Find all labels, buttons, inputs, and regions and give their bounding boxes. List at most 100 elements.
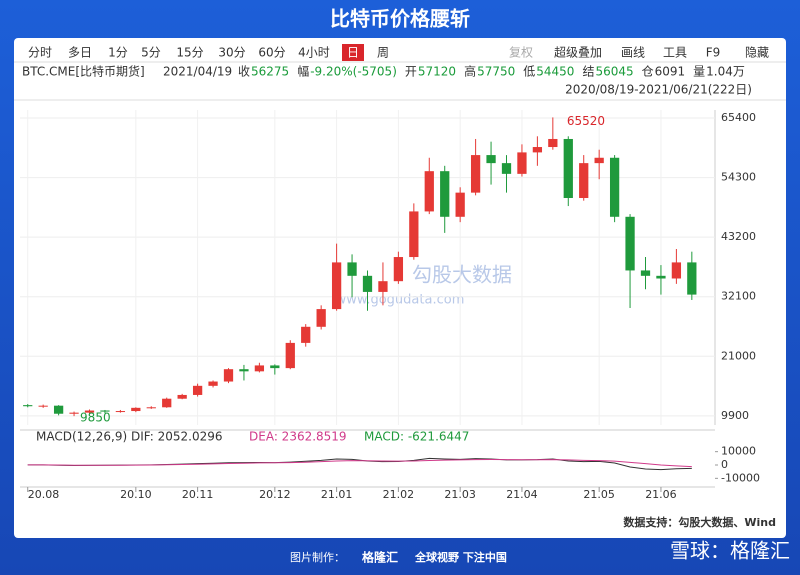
x-tick-label: 21.06 xyxy=(645,488,677,501)
y-tick-label: 0 xyxy=(721,458,728,471)
y-tick-label: -10000 xyxy=(721,471,760,484)
field-value: 54450 xyxy=(536,65,574,79)
candle-body xyxy=(115,411,126,413)
tab[interactable]: 5分 xyxy=(141,46,161,60)
x-tick-label: 21.04 xyxy=(506,488,538,501)
x-tick-label: 21.02 xyxy=(383,488,415,501)
x-tick-label: 20.12 xyxy=(259,488,291,501)
candle-body xyxy=(100,410,110,412)
tab[interactable]: 15分 xyxy=(176,46,203,60)
candle-body xyxy=(579,163,589,199)
candle-body xyxy=(23,405,33,407)
candle-body xyxy=(38,405,48,407)
min-label: 9850 xyxy=(80,411,111,425)
tab[interactable]: 4小时 xyxy=(298,46,330,60)
y-tick-label: 65400 xyxy=(721,111,756,124)
tool[interactable]: 工具 xyxy=(663,46,687,60)
y-tick-label: 43200 xyxy=(721,230,756,243)
field-label: 开 xyxy=(405,65,417,79)
x-tick-label: 20.10 xyxy=(120,488,152,501)
x-tick-label: 20.11 xyxy=(182,488,214,501)
tool[interactable]: 复权 xyxy=(509,46,533,60)
candle-body xyxy=(208,381,218,386)
candle-body xyxy=(362,275,373,292)
field-label: 结 xyxy=(582,65,594,79)
candle-body xyxy=(440,171,450,217)
y-tick-label: 54300 xyxy=(721,171,756,184)
candle-body xyxy=(254,365,265,372)
field-value: 56275 xyxy=(251,65,289,79)
credit: 雪球：格隆汇 xyxy=(670,539,790,563)
candle-body xyxy=(69,412,79,414)
candle-body xyxy=(162,398,172,408)
tab[interactable]: 30分 xyxy=(218,46,245,60)
candle-body xyxy=(501,163,512,174)
field-label: 收 xyxy=(238,65,250,79)
tool[interactable]: 画线 xyxy=(621,46,645,60)
candle-body xyxy=(131,407,141,412)
field-label: 高 xyxy=(464,64,476,79)
candle-body xyxy=(656,275,666,279)
tab[interactable]: 分时 xyxy=(28,46,52,60)
x-tick-label: 21.01 xyxy=(321,488,353,501)
field-value: 6091 xyxy=(655,65,686,79)
y-tick-label: 10000 xyxy=(721,445,756,458)
field-value: 57750 xyxy=(477,65,515,79)
macd-legend: MACD(12,26,9) xyxy=(36,430,127,444)
field-value: 56045 xyxy=(595,65,633,79)
candle-body xyxy=(687,262,697,295)
watermark-brand: 勾股大数据 xyxy=(412,263,512,287)
tab[interactable]: 日 xyxy=(347,46,359,60)
candle-body xyxy=(177,394,187,399)
candle-body xyxy=(532,147,543,153)
candle-body xyxy=(285,342,295,369)
tab[interactable]: 多日 xyxy=(68,46,92,60)
candle-body xyxy=(409,211,419,258)
tab[interactable]: 60分 xyxy=(258,46,285,60)
tab-active xyxy=(342,44,364,61)
field-value: 1.04万 xyxy=(706,65,745,79)
candle-body xyxy=(563,138,573,199)
slogan: 全球视野 下注中国 xyxy=(414,550,507,564)
candle-body xyxy=(640,270,651,276)
watermark-url: www.gogudata.com xyxy=(336,293,465,308)
field-label: 幅 xyxy=(297,64,309,79)
tool[interactable]: 超级叠加 xyxy=(554,45,602,60)
candle-body xyxy=(517,152,527,174)
tool[interactable]: F9 xyxy=(706,46,721,60)
candle-body xyxy=(671,262,682,279)
candle-body xyxy=(594,157,604,164)
candle-body xyxy=(223,369,234,382)
candle-body xyxy=(53,405,64,414)
y-tick-label: 32100 xyxy=(721,290,756,303)
candle-body xyxy=(486,155,496,164)
field-label: 仓 xyxy=(642,65,654,79)
field-label: 低 xyxy=(523,65,535,79)
candle-body xyxy=(270,365,280,369)
x-tick-label: 21.05 xyxy=(583,488,615,501)
candle-body xyxy=(301,326,311,343)
tab[interactable]: 周 xyxy=(377,46,389,60)
date: 2021/04/19 xyxy=(163,65,232,79)
range: 2020/08/19-2021/06/21(222日) xyxy=(565,83,752,97)
candle-body xyxy=(548,138,558,148)
dif-label: DIF: 2052.0296 xyxy=(131,430,223,444)
y-tick-label: 9900 xyxy=(721,409,749,422)
title: 比特币价格腰斩 xyxy=(330,7,470,31)
candle-body xyxy=(424,171,434,212)
candle-body xyxy=(192,385,203,395)
field-value: 57120 xyxy=(418,65,456,79)
macd-line xyxy=(27,459,692,468)
tab[interactable]: 1分 xyxy=(108,46,128,60)
dea-label: DEA: 2362.8519 xyxy=(249,430,347,444)
candle-body xyxy=(393,257,404,282)
tool[interactable]: 隐藏 xyxy=(745,46,769,60)
brand: 格隆汇 xyxy=(362,550,398,565)
field-label: 量 xyxy=(693,65,705,79)
candle-body xyxy=(625,216,635,271)
candle-body xyxy=(331,262,342,310)
made-by: 图片制作： xyxy=(290,551,345,564)
candle-body xyxy=(609,157,620,217)
x-tick-label: 20.08 xyxy=(28,488,60,501)
